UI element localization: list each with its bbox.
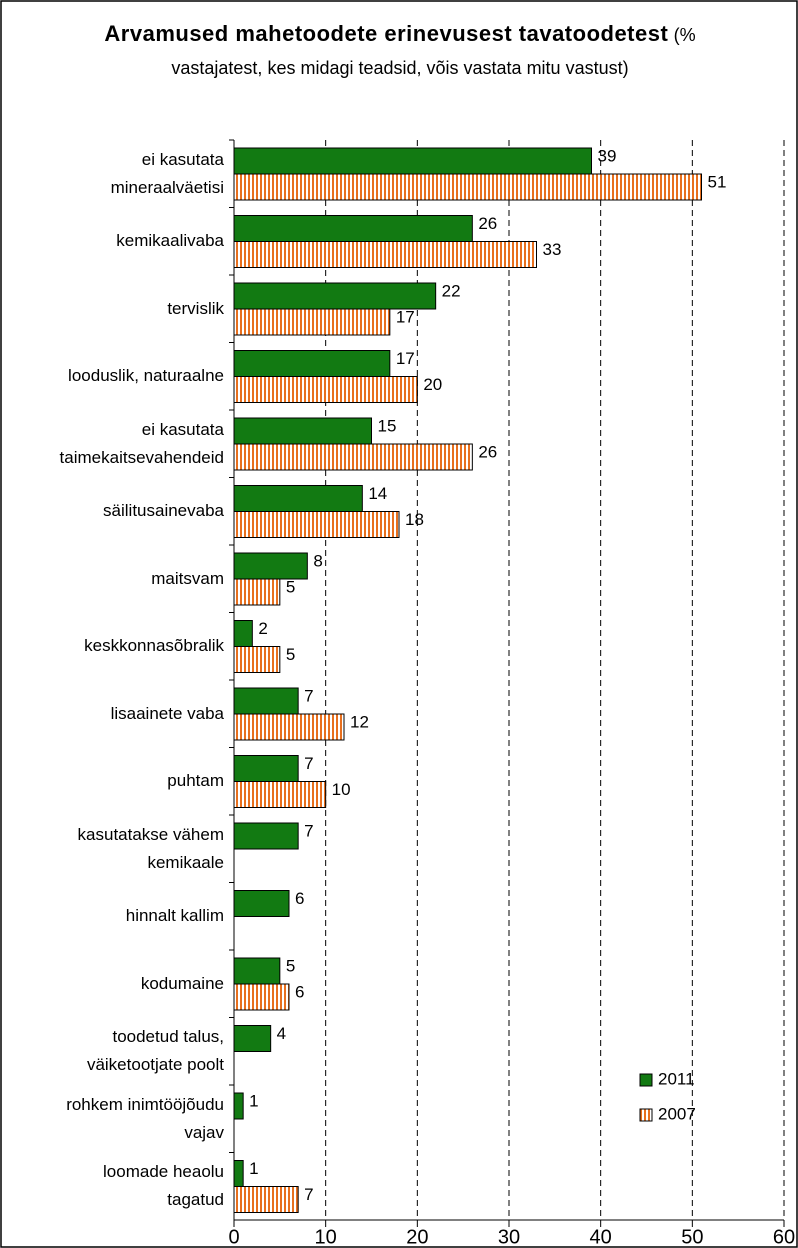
- data-label: 26: [478, 442, 497, 461]
- data-label: 4: [277, 1024, 286, 1043]
- y-tick-label: rohkem inimtööjõudu vajav: [66, 1094, 224, 1142]
- bar: [233, 822, 299, 850]
- bar: [233, 173, 702, 201]
- legend-swatch: [639, 1108, 653, 1122]
- bar: [233, 781, 327, 808]
- bar: [233, 443, 473, 471]
- legend-swatch: [639, 1073, 653, 1087]
- x-tick-label: 50: [681, 1226, 703, 1248]
- x-tick-label: 60: [773, 1226, 795, 1248]
- bar: [233, 215, 473, 242]
- y-tick-label: ei kasutata taimekaitsevahendeid: [59, 419, 224, 467]
- bar: [233, 578, 281, 606]
- y-tick-label: puhtam: [167, 771, 224, 791]
- bar: [233, 350, 391, 377]
- y-tick-label: toodetud talus, väiketootjate poolt: [86, 1027, 224, 1075]
- data-label: 7: [304, 1185, 313, 1204]
- title-block: Arvamused mahetoodete erinevusest tavato…: [100, 18, 700, 85]
- data-label: 5: [286, 577, 295, 596]
- bar: [233, 147, 592, 175]
- data-label: 26: [478, 214, 497, 233]
- chart-title: Arvamused mahetoodete erinevusest tavato…: [104, 21, 669, 46]
- data-label: 17: [396, 349, 415, 368]
- x-tick-label: 20: [406, 1226, 428, 1248]
- y-tick-label: keskkonnasõbralik: [84, 636, 224, 656]
- bar: [233, 376, 418, 403]
- bar: [233, 417, 372, 445]
- x-tick-label: 30: [498, 1226, 520, 1248]
- data-label: 10: [332, 780, 351, 799]
- y-tick-label: kasutatakse vähem kemikaale: [77, 824, 224, 872]
- data-label: 15: [378, 416, 397, 435]
- bar: [233, 983, 290, 1011]
- y-tick-label: hinnalt kallim: [125, 906, 224, 926]
- y-tick-label: tervislik: [167, 298, 224, 318]
- y-tick-label: säilitusainevaba: [103, 501, 224, 521]
- data-label: 5: [286, 956, 295, 975]
- bar: [233, 1092, 244, 1120]
- data-label: 17: [396, 307, 415, 326]
- bar: [233, 511, 400, 538]
- data-label: 1: [249, 1091, 258, 1110]
- bar: [233, 1025, 272, 1052]
- y-tick-label: loomade heaolu tagatud: [103, 1162, 224, 1210]
- bar: [233, 552, 308, 580]
- data-label: 6: [295, 982, 304, 1001]
- bar: [233, 755, 299, 782]
- data-label: 8: [313, 551, 322, 570]
- data-label: 5: [286, 645, 295, 664]
- data-label: 7: [304, 686, 313, 705]
- data-label: 51: [708, 172, 727, 191]
- x-tick-label: 0: [228, 1226, 239, 1248]
- bar: [233, 957, 281, 985]
- data-label: 1: [249, 1159, 258, 1178]
- y-tick-label: kemikaalivaba: [116, 231, 224, 251]
- bar: [233, 282, 437, 310]
- data-label: 18: [405, 510, 424, 529]
- data-label: 39: [598, 146, 617, 165]
- legend-label: 2007: [658, 1104, 696, 1123]
- y-tick-label: kodumaine: [140, 973, 224, 993]
- legend-label: 2011: [658, 1069, 695, 1088]
- data-label: 12: [350, 712, 369, 731]
- y-tick-label: looduslik, naturaalne: [68, 366, 224, 386]
- bar: [233, 241, 537, 268]
- bar: [233, 687, 299, 715]
- bar: [233, 308, 391, 336]
- data-label: 7: [304, 821, 313, 840]
- data-label: 6: [295, 889, 304, 908]
- data-label: 22: [442, 281, 461, 300]
- x-tick-label: 10: [315, 1226, 337, 1248]
- data-label: 33: [543, 240, 562, 259]
- bar: [233, 485, 363, 512]
- bar: [233, 646, 281, 673]
- data-label: 14: [368, 484, 387, 503]
- data-label: 2: [258, 619, 267, 638]
- x-tick-label: 40: [590, 1226, 612, 1248]
- bar: [233, 620, 253, 647]
- data-label: 20: [423, 375, 442, 394]
- y-tick-label: lisaainete vaba: [110, 703, 224, 723]
- bar: [233, 713, 345, 741]
- bar: [233, 890, 290, 917]
- chart-subtitle: (% vastajatest, kes midagi teadsid, võis…: [171, 25, 696, 78]
- bar: [233, 1186, 299, 1213]
- y-tick-label: maitsvam: [151, 568, 224, 588]
- data-label: 7: [304, 754, 313, 773]
- bar: [233, 1160, 244, 1187]
- y-tick-label: ei kasutata mineraalväetisi: [110, 149, 224, 197]
